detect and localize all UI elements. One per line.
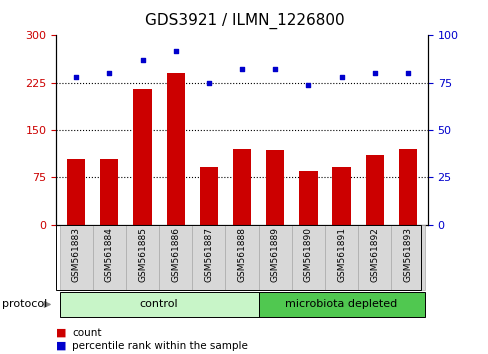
- Point: [238, 67, 245, 72]
- Bar: [93, 225, 125, 290]
- Point: [337, 74, 345, 80]
- Bar: [100, 159, 118, 225]
- Text: control: control: [140, 299, 178, 309]
- Point: [105, 70, 113, 76]
- Bar: [125, 225, 159, 290]
- Bar: [365, 155, 383, 225]
- Bar: [332, 167, 350, 225]
- Bar: [166, 73, 184, 225]
- Bar: [159, 225, 192, 290]
- Text: count: count: [72, 328, 101, 338]
- Bar: [325, 225, 357, 290]
- Text: GSM561886: GSM561886: [171, 227, 180, 282]
- Bar: [232, 149, 251, 225]
- Bar: [192, 225, 225, 290]
- Bar: [258, 292, 424, 317]
- Text: GSM561891: GSM561891: [336, 227, 346, 282]
- Point: [403, 70, 411, 76]
- Bar: [265, 150, 284, 225]
- Bar: [299, 171, 317, 225]
- Point: [72, 74, 80, 80]
- Bar: [390, 225, 424, 290]
- Bar: [357, 225, 390, 290]
- Text: GSM561887: GSM561887: [204, 227, 213, 282]
- Text: GSM561885: GSM561885: [138, 227, 147, 282]
- Point: [138, 57, 146, 63]
- Bar: [291, 225, 325, 290]
- Text: ■: ■: [56, 328, 66, 338]
- Text: GSM561888: GSM561888: [237, 227, 246, 282]
- Point: [370, 70, 378, 76]
- Text: GSM561883: GSM561883: [72, 227, 81, 282]
- Point: [171, 48, 179, 53]
- Text: GSM561889: GSM561889: [270, 227, 279, 282]
- Text: GSM561890: GSM561890: [304, 227, 312, 282]
- Bar: [60, 292, 258, 317]
- Point: [271, 67, 279, 72]
- Point: [204, 80, 212, 86]
- Text: microbiota depleted: microbiota depleted: [285, 299, 397, 309]
- Bar: [258, 225, 291, 290]
- Text: percentile rank within the sample: percentile rank within the sample: [72, 341, 247, 351]
- Bar: [199, 167, 218, 225]
- Text: GSM561884: GSM561884: [104, 227, 114, 282]
- Text: GSM561893: GSM561893: [403, 227, 411, 282]
- Bar: [67, 159, 85, 225]
- Point: [304, 82, 312, 87]
- Text: GDS3921 / ILMN_1226800: GDS3921 / ILMN_1226800: [144, 12, 344, 29]
- Bar: [133, 89, 151, 225]
- Bar: [225, 225, 258, 290]
- Bar: [60, 225, 93, 290]
- Bar: [398, 149, 416, 225]
- Text: GSM561892: GSM561892: [369, 227, 379, 282]
- Text: ■: ■: [56, 341, 66, 351]
- Text: protocol: protocol: [2, 299, 48, 309]
